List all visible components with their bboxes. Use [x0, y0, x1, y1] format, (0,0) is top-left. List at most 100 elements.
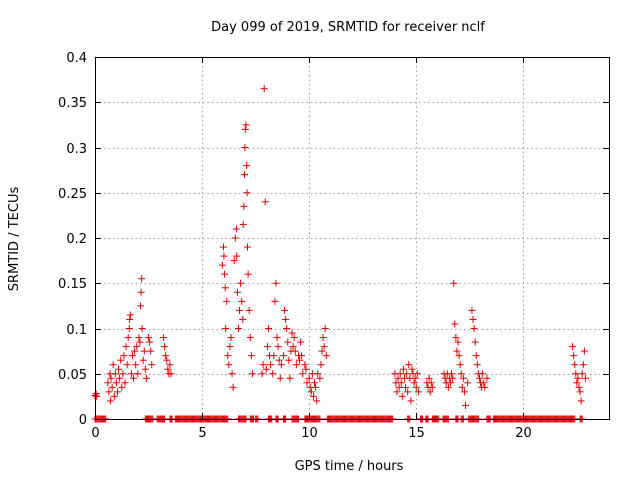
data-point — [270, 352, 278, 360]
x-tick-label: 15 — [408, 426, 425, 441]
data-point — [247, 352, 255, 360]
data-point — [469, 315, 477, 323]
data-point — [228, 370, 236, 378]
data-point — [472, 352, 480, 360]
data-point — [576, 388, 584, 396]
data-point — [394, 374, 402, 382]
data-point — [451, 320, 459, 328]
data-point — [242, 121, 250, 129]
data-point — [470, 325, 478, 332]
data-point — [267, 361, 275, 369]
data-point — [314, 370, 322, 378]
data-point — [454, 338, 462, 346]
data-point — [575, 383, 583, 391]
data-point — [428, 383, 436, 391]
data-point — [261, 198, 269, 206]
y-tick-label: 0.15 — [58, 277, 87, 292]
data-point — [480, 379, 488, 387]
data-point — [286, 374, 294, 382]
data-point — [273, 334, 281, 342]
data-point — [134, 370, 142, 378]
data-point — [224, 352, 232, 360]
data-point — [298, 352, 306, 360]
data-point — [283, 325, 291, 332]
data-point — [238, 297, 246, 305]
data-point — [130, 374, 138, 382]
data-point — [126, 311, 134, 319]
data-point — [243, 243, 251, 251]
data-point — [577, 397, 585, 405]
data-point — [292, 361, 300, 369]
data-point — [262, 365, 270, 373]
data-point — [282, 315, 290, 323]
data-point — [483, 374, 491, 382]
data-point — [239, 315, 247, 323]
data-point — [284, 338, 292, 346]
data-point — [404, 388, 412, 396]
data-point — [241, 125, 249, 133]
data-point — [311, 379, 319, 387]
data-point — [313, 397, 321, 405]
data-point — [320, 343, 328, 351]
grid-layer — [95, 57, 609, 419]
data-point — [299, 370, 307, 378]
data-point — [162, 352, 170, 360]
data-point — [222, 325, 230, 332]
data-point — [425, 374, 433, 382]
data-point — [275, 356, 283, 364]
data-point — [473, 361, 481, 369]
data-point — [319, 334, 327, 342]
data-point — [260, 85, 268, 93]
data-point — [234, 325, 242, 332]
data-point — [236, 306, 244, 314]
data-point — [274, 343, 282, 351]
data-point — [125, 325, 133, 332]
data-point — [167, 370, 175, 378]
data-point — [241, 144, 249, 151]
data-point — [297, 338, 305, 346]
data-point — [574, 374, 582, 382]
data-point — [397, 379, 405, 387]
x-axis-label: GPS time / hours — [295, 459, 404, 474]
y-tick-label: 0.4 — [66, 51, 87, 66]
data-point — [239, 220, 247, 228]
data-point — [221, 284, 229, 292]
data-point — [464, 379, 472, 387]
data-point — [453, 347, 461, 355]
data-point — [281, 306, 289, 314]
data-point — [246, 334, 254, 342]
data-point — [244, 270, 252, 278]
data-point — [570, 352, 578, 360]
data-point — [290, 334, 298, 342]
data-point — [449, 374, 457, 382]
data-point — [245, 306, 253, 314]
data-point — [142, 374, 150, 382]
data-point — [240, 171, 248, 179]
data-point — [119, 370, 127, 378]
data-point — [296, 356, 304, 364]
data-point — [413, 370, 421, 378]
chart-title: Day 099 of 2019, SRMTID for receiver ncl… — [211, 20, 485, 35]
x-tick-label: 10 — [301, 426, 318, 441]
data-point — [411, 374, 419, 382]
data-point — [407, 397, 415, 405]
data-point — [221, 270, 229, 278]
x-tick-label: 0 — [91, 426, 99, 441]
data-point — [135, 334, 143, 342]
data-point — [218, 261, 226, 269]
data-point — [120, 352, 128, 360]
data-point — [444, 383, 452, 391]
data-point — [229, 383, 237, 391]
data-point — [108, 383, 116, 391]
y-tick-label: 0.3 — [66, 142, 87, 157]
data-point — [146, 338, 154, 346]
data-point — [124, 334, 132, 342]
data-point — [403, 370, 411, 378]
data-point — [164, 365, 172, 373]
data-point — [398, 392, 406, 400]
data-point — [277, 361, 285, 369]
x-tick-labels: 0 5 10 15 20 — [91, 426, 531, 441]
data-point — [243, 189, 251, 197]
data-point — [160, 334, 168, 342]
